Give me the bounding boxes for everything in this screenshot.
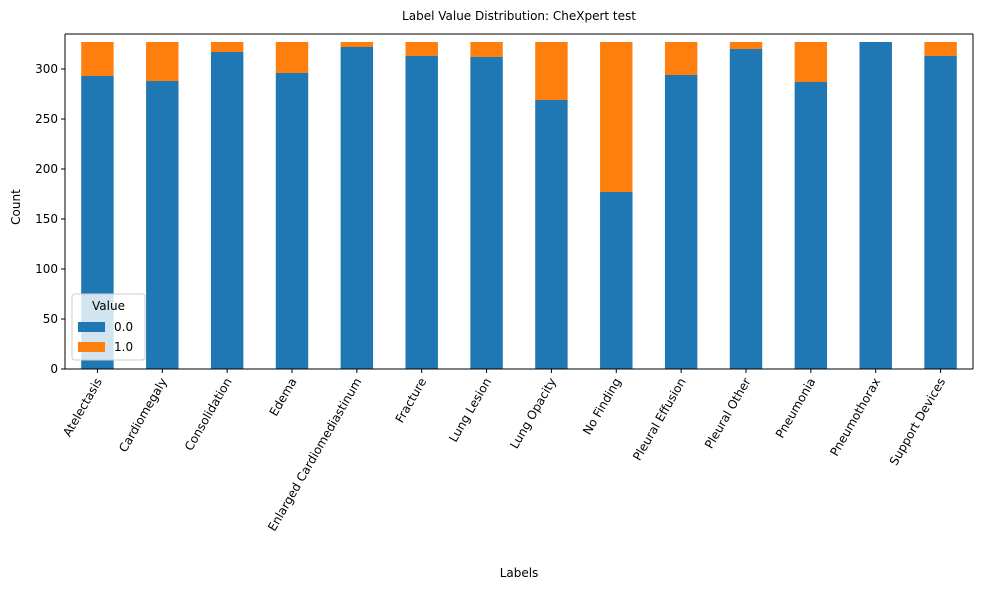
- bar-no-finding-series-1: [600, 42, 633, 192]
- x-tick-label: Lung Lesion: [446, 375, 494, 444]
- bar-pleural-effusion-series-0: [664, 75, 698, 369]
- x-tick-label: Pleural Effusion: [630, 376, 689, 464]
- bar-no-finding-series-0: [600, 192, 633, 369]
- legend-label: 0.0: [114, 320, 133, 334]
- bar-pneumonia-series-1: [794, 42, 828, 82]
- x-axis-label: Labels: [500, 566, 539, 580]
- x-tick-label: Support Devices: [887, 376, 948, 468]
- bar-cardiomegaly-series-0: [146, 81, 179, 369]
- bar-consolidation-series-1: [210, 42, 244, 52]
- y-tick-label: 150: [35, 212, 58, 226]
- bar-support-devices-series-1: [924, 42, 957, 56]
- y-tick-label: 250: [35, 112, 58, 126]
- y-tick-label: 100: [35, 262, 58, 276]
- x-tick-label: Pleural Other: [702, 375, 754, 451]
- bar-edema-series-1: [275, 42, 309, 73]
- chart-title: Label Value Distribution: CheXpert test: [402, 9, 636, 23]
- bar-pleural-effusion-series-1: [664, 42, 698, 75]
- y-tick-label: 0: [50, 362, 58, 376]
- x-tick-label: Pneumothorax: [827, 376, 883, 459]
- x-tick-label: Fracture: [393, 376, 430, 426]
- bar-enlarged-cardiomediastinum-series-1: [340, 42, 374, 47]
- legend-label: 1.0: [114, 340, 133, 354]
- x-tick-label: Atelectasis: [60, 376, 105, 440]
- y-tick-label: 200: [35, 162, 58, 176]
- bar-consolidation-series-0: [210, 52, 244, 369]
- y-tick-label: 50: [43, 312, 58, 326]
- bar-edema-series-0: [275, 73, 309, 369]
- bar-support-devices-series-0: [924, 56, 957, 369]
- y-tick-label: 300: [35, 62, 58, 76]
- legend: Value 0.0 1.0: [71, 293, 146, 361]
- x-tick-label: Pneumonia: [773, 376, 819, 441]
- bar-lung-opacity-series-0: [535, 100, 568, 369]
- bar-cardiomegaly-series-1: [146, 42, 179, 81]
- y-axis-label: Count: [9, 189, 23, 225]
- x-axis: Atelectasis Cardiomegaly Consolidation Edem…: [60, 368, 973, 533]
- y-axis: 0 50 100 150 200 250 300: [35, 33, 974, 376]
- bar-fracture-series-1: [405, 42, 438, 56]
- x-tick-label: Edema: [267, 376, 300, 419]
- bar-pneumothorax-series-0: [859, 42, 892, 369]
- legend-swatch: [78, 322, 105, 332]
- bar-fracture-series-0: [405, 56, 438, 369]
- bar-atelectasis-series-1: [81, 42, 114, 76]
- bar-pneumonia-series-0: [794, 82, 828, 369]
- x-tick-label: Cardiomegaly: [116, 376, 170, 455]
- bar-lung-lesion-series-0: [470, 57, 503, 369]
- x-tick-label: No Finding: [580, 376, 624, 438]
- bar-pleural-other-series-1: [729, 42, 763, 49]
- bar-enlarged-cardiomediastinum-series-0: [340, 47, 374, 369]
- bar-lung-lesion-series-1: [470, 42, 503, 57]
- plot-area: [81, 42, 957, 369]
- x-tick-label: Consolidation: [182, 376, 235, 454]
- bar-pleural-other-series-0: [729, 49, 763, 369]
- legend-swatch: [78, 342, 105, 352]
- x-tick-label: Lung Opacity: [507, 376, 559, 452]
- bar-lung-opacity-series-1: [535, 42, 568, 100]
- legend-title: Value: [92, 299, 125, 313]
